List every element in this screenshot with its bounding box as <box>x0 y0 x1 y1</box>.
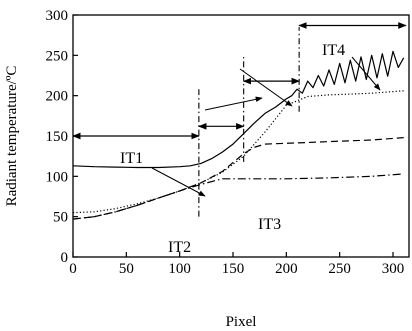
y-tick-label: 250 <box>46 48 69 64</box>
interval-label: IT2 <box>168 239 191 256</box>
x-axis-title: Pixel <box>226 314 257 330</box>
y-tick-label: 300 <box>46 8 69 24</box>
y-axis: 0 50 100 150 200 250 300 <box>46 8 78 266</box>
x-tick-label: 300 <box>382 261 405 277</box>
interval-label: IT1 <box>120 150 143 167</box>
interval-pointer-arrow <box>204 96 263 111</box>
x-tick-label: 50 <box>119 261 134 277</box>
x-tick-label: 250 <box>328 261 351 277</box>
y-tick-label: 50 <box>53 210 68 226</box>
y-tick-label: 0 <box>61 250 69 266</box>
series-line-solid <box>72 50 405 169</box>
x-axis: 0 50 100 150 200 250 300 <box>69 252 404 277</box>
annotation-layer: IT1 IT2 IT3 IT4 <box>72 22 407 256</box>
y-axis-title: Radiant temperature/ºC <box>4 66 20 207</box>
x-tick-label: 0 <box>69 261 77 277</box>
interval-label: IT3 <box>258 216 281 233</box>
interval-pointer-arrow <box>351 56 381 91</box>
interval-pointer-arrow <box>239 68 293 107</box>
series-line-dashdot <box>72 173 404 220</box>
x-tick-label: 200 <box>275 261 298 277</box>
interval-pointer-arrow <box>151 167 206 197</box>
y-tick-label: 200 <box>46 89 69 105</box>
y-tick-label: 100 <box>46 169 69 185</box>
interval-label: IT4 <box>322 42 345 59</box>
y-tick-label: 150 <box>46 129 69 145</box>
x-tick-label: 100 <box>168 261 191 277</box>
series-layer <box>72 50 405 220</box>
x-tick-label: 150 <box>222 261 245 277</box>
